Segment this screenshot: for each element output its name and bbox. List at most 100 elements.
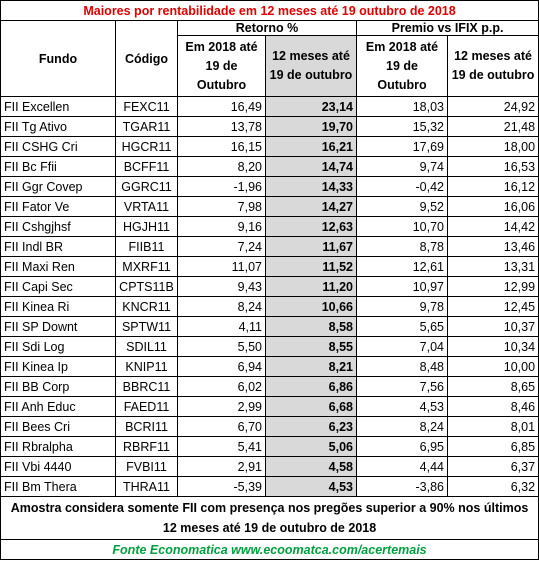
fund-code: GGRC11 [115,176,178,197]
fund-name: FII Kinea Ri [0,296,116,317]
value-cell: 8,24 [177,296,266,317]
fund-name: FII BB Corp [0,376,116,397]
value-cell: 4,53 [356,396,448,417]
table-row: FII Anh Educ FAED11 2,99 6,68 4,53 8,46 [0,396,539,417]
value-cell: 13,46 [446,236,539,257]
value-cell: 14,27 [265,196,357,217]
header-cell: Em 2018 até 19 de Outubro [356,35,448,97]
fund-name: FII Rbralpha [0,436,116,457]
fund-code: HGCR11 [115,136,178,157]
table-body: FII Excellen FEXC11 16,49 23,14 18,03 24,92 FI… [0,96,539,497]
fund-code: KNIP11 [115,356,178,377]
header-cell: Em 2018 até 19 de Outubro [177,35,266,97]
value-cell: 16,06 [446,196,539,217]
header-cell: 12 meses até 19 de outubro [265,35,357,97]
value-cell: 6,94 [177,356,266,377]
fund-code: KNCR11 [115,296,178,317]
value-cell: 4,44 [356,456,448,477]
fund-code: BCFF11 [115,156,178,177]
table-row: FII Bees Cri BCRI11 6,70 6,23 8,24 8,01 [0,416,539,437]
header-cell: Fundo [0,20,116,97]
value-cell: 15,32 [356,116,448,137]
value-cell: 4,11 [177,316,266,337]
value-cell: 6,23 [265,416,357,437]
fund-code: FEXC11 [115,96,178,117]
source: Fonte Economatica www.ecoomatca.com/acer… [0,539,539,560]
value-cell: 24,92 [446,96,539,117]
value-cell: 10,66 [265,296,357,317]
value-cell: 5,06 [265,436,357,457]
value-cell: 2,91 [177,456,266,477]
table-row: FII Ggr Covep GGRC11 -1,96 14,33 -0,42 16,12 [0,176,539,197]
value-cell: 16,49 [177,96,266,117]
fund-name: FII Maxi Ren [0,256,116,277]
value-cell: 8,46 [446,396,539,417]
value-cell: 16,53 [446,156,539,177]
value-cell: 16,12 [446,176,539,197]
value-cell: 8,55 [265,336,357,357]
header-cell: Premio vs IFIX p.p. [355,20,539,36]
fund-name: FII Fator Ve [0,196,116,217]
value-cell: 19,70 [265,116,357,137]
value-cell: 6,68 [265,396,357,417]
fund-name: FII Cshgjhsf [0,216,116,237]
fund-code: FAED11 [115,396,178,417]
fund-code: FIIB11 [115,236,178,257]
fund-name: FII Vbi 4440 [0,456,116,477]
value-cell: 10,00 [446,356,539,377]
value-cell: -1,96 [177,176,266,197]
value-cell: 8,58 [265,316,357,337]
fund-code: SPTW11 [115,316,178,337]
value-cell: 13,31 [446,256,539,277]
fund-code: TGAR11 [115,116,178,137]
value-cell: 6,02 [177,376,266,397]
value-cell: 8,01 [446,416,539,437]
fund-name: FII Ggr Covep [0,176,116,197]
table-row: FII Vbi 4440 FVBI11 2,91 4,58 4,44 6,37 [0,456,539,477]
table-row: FII Bc Ffii BCFF11 8,20 14,74 9,74 16,53 [0,156,539,177]
value-cell: 12,99 [446,276,539,297]
note: Amostra considera somente FII com presen… [0,496,539,540]
value-cell: 16,21 [265,136,357,157]
fund-name: FII Tg Ativo [0,116,116,137]
value-cell: 9,43 [177,276,266,297]
header-cell: Código [115,20,178,97]
fund-code: HGJH11 [115,216,178,237]
value-cell: 7,98 [177,196,266,217]
value-cell: 5,50 [177,336,266,357]
value-cell: 4,53 [265,476,357,497]
fund-name: FII Kinea Ip [0,356,116,377]
fund-code: BBRC11 [115,376,178,397]
value-cell: 14,42 [446,216,539,237]
fund-code: RBRF11 [115,436,178,457]
value-cell: -5,39 [177,476,266,497]
value-cell: 7,24 [177,236,266,257]
fund-code: MXRF11 [115,256,178,277]
value-cell: 18,00 [446,136,539,157]
value-cell: 2,99 [177,396,266,417]
value-cell: 8,21 [265,356,357,377]
value-cell: 17,69 [356,136,448,157]
fund-name: FII CSHG Cri [0,136,116,157]
table-row: FII SP Downt SPTW11 4,11 8,58 5,65 10,37 [0,316,539,337]
value-cell: 6,70 [177,416,266,437]
fund-code: BCRI11 [115,416,178,437]
table-row: FII Excellen FEXC11 16,49 23,14 18,03 24,92 [0,96,539,117]
fund-name: FII Anh Educ [0,396,116,417]
value-cell: 7,56 [356,376,448,397]
value-cell: 8,65 [446,376,539,397]
value-cell: 6,86 [265,376,357,397]
value-cell: 21,48 [446,116,539,137]
table-title: Maiores por rentabilidade em 12 meses at… [0,0,539,21]
table-row: FII Maxi Ren MXRF11 11,07 11,52 12,61 13,31 [0,256,539,277]
fund-name: FII Bm Thera [0,476,116,497]
value-cell: 12,63 [265,216,357,237]
value-cell: 10,37 [446,316,539,337]
value-cell: 14,74 [265,156,357,177]
fund-code: FVBI11 [115,456,178,477]
value-cell: 8,24 [356,416,448,437]
value-cell: 8,20 [177,156,266,177]
header-cell: Retorno % [177,20,357,36]
value-cell: 11,52 [265,256,357,277]
